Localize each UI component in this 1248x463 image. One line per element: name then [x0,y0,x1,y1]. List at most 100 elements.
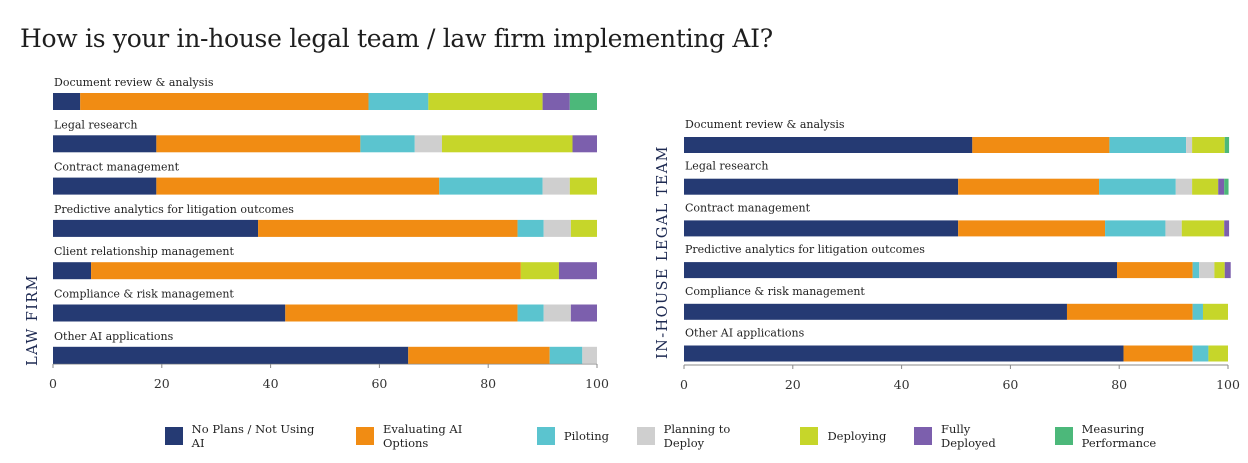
category-label: Document review & analysis [685,118,845,131]
bar-segment [428,93,543,110]
x-tick-label: 60 [1002,377,1018,392]
bar-segment [1199,262,1215,279]
bar-segment [684,262,1118,279]
legend-label: Planning to Deploy [663,422,731,450]
bar-segment [1224,137,1230,153]
bar-segment [1218,178,1225,195]
bar-segment [441,135,573,153]
bar-segment [1192,137,1225,153]
x-tick-label: 40 [263,376,279,391]
bar-segment [582,346,597,364]
legend-item: Evaluating AI Options [356,422,509,450]
legend-swatch [356,427,374,445]
bar-segment [53,177,157,195]
bar-segment [572,135,597,153]
bar-segment [1175,178,1193,195]
bar-segment [1186,137,1193,153]
bar-segment [53,93,81,110]
bar-segment [958,178,1100,195]
bar-segment [156,177,440,195]
x-tick-label: 100 [1216,377,1240,392]
category-label: Compliance & risk management [685,285,865,298]
legend-swatch [536,427,555,445]
legend-item: Measuring Performance [1054,422,1220,450]
bar-segment [53,219,259,237]
bar-segment [439,177,543,195]
bar-segment [543,304,571,322]
legend-label: Evaluating AI Options [383,422,463,450]
legend-label: Deploying [827,429,887,443]
category-label: Legal research [54,118,137,131]
panel-label: LAW FIRM [25,274,41,366]
category-label: Client relationship management [54,245,234,258]
bar-segment [958,220,1106,237]
legend-label: Measuring Performance [1081,422,1157,450]
chart-title: How is your in-house legal team / law fi… [20,24,773,53]
legend-label: Piloting [563,429,609,443]
bar-segment [360,135,415,153]
category-label: Contract management [54,161,180,174]
category-label: Contract management [685,201,811,214]
bar-segment [156,135,361,153]
bar-segment [1099,178,1176,195]
bar-segment [1214,262,1225,279]
bar-segment [1117,262,1193,279]
bar-segment [1208,345,1228,362]
bar-segment [53,262,92,280]
bar-segment [1109,137,1187,153]
legend-label: Fully Deployed [941,422,996,450]
x-tick-label: 20 [785,377,801,392]
category-label: Other AI applications [685,327,805,340]
bar-segment [972,137,1110,153]
bar-segment [684,345,1124,362]
bar-segment [91,262,521,280]
x-tick-label: 40 [894,377,910,392]
bar-segment [520,262,559,280]
x-tick-label: 0 [49,376,57,391]
bar-segment [258,219,518,237]
bar-segment [1224,262,1231,279]
legend-swatch [636,427,655,445]
legend-label: No Plans / Not Using AI [191,422,315,450]
bar-segment [1066,303,1193,320]
bar-segment [53,304,286,322]
category-label: Predictive analytics for litigation outc… [54,203,294,216]
x-tick-label: 80 [1111,377,1127,392]
bar-segment [684,178,959,195]
bar-segment [1224,178,1229,195]
bar-segment [549,346,583,364]
bar-segment [542,93,570,110]
bar-segment [368,93,429,110]
bar-segment [1202,303,1228,320]
bar-segment [517,219,544,237]
bar-segment [1181,220,1225,237]
category-label: Compliance & risk management [54,288,234,301]
bar-segment [53,346,409,364]
bar-segment [570,304,597,322]
bar-segment [80,93,369,110]
x-tick-label: 60 [371,376,387,391]
category-label: Document review & analysis [54,76,214,89]
category-label: Legal research [685,160,768,173]
legend-item: No Plans / Not Using AI [165,422,328,450]
bar-segment [543,219,571,237]
bar-segment [1192,262,1200,279]
legend-swatch [1054,427,1073,445]
x-tick-label: 100 [585,376,609,391]
bar-segment [569,93,597,110]
bar-segment [414,135,442,153]
bar-segment [684,137,973,153]
bar-segment [1192,303,1203,320]
x-tick-label: 80 [480,376,496,391]
legend-item: Planning to Deploy [636,422,772,450]
x-tick-label: 0 [680,377,688,392]
bar-segment [1192,345,1209,362]
bar-segment [517,304,544,322]
bar-segment [53,135,157,153]
panel-in-house: IN-HOUSE LEGAL TEAM 0 20 40 60 80 100 Document … [655,118,1240,392]
bar-segment [569,177,597,195]
x-tick-label: 20 [154,376,170,391]
bar-segment [1123,345,1193,362]
panel-label: IN-HOUSE LEGAL TEAM [655,145,671,359]
